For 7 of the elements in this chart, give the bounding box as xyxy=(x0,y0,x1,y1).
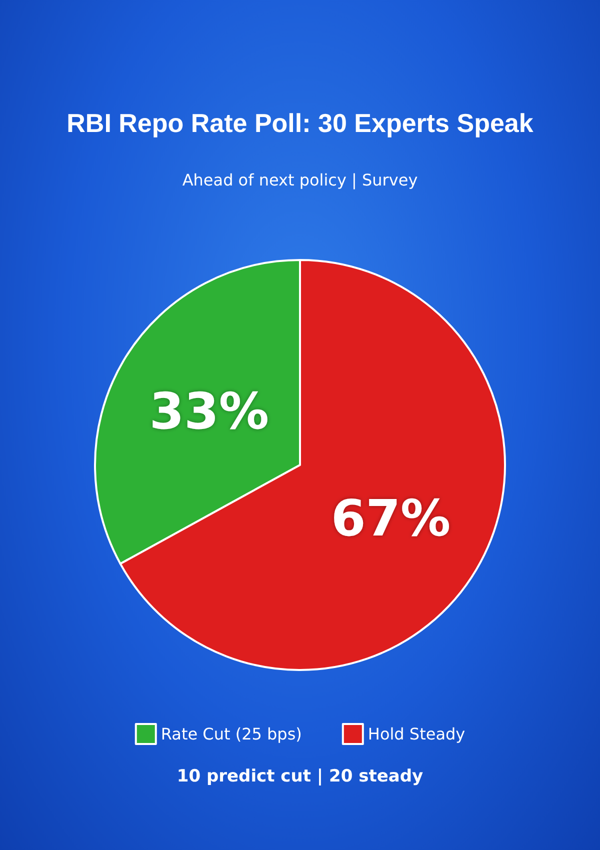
chart-title: RBI Repo Rate Poll: 30 Experts Speak xyxy=(66,108,534,138)
data-label: 67% xyxy=(330,490,451,548)
legend-label: Hold Steady xyxy=(368,724,466,744)
text: 10 predict cut | 20 steady xyxy=(176,766,424,786)
chart-subtitle: Ahead of next policy | Survey xyxy=(182,170,418,190)
data-label: 33% xyxy=(149,382,270,440)
legend-label: Rate Cut (25 bps) xyxy=(160,724,302,744)
